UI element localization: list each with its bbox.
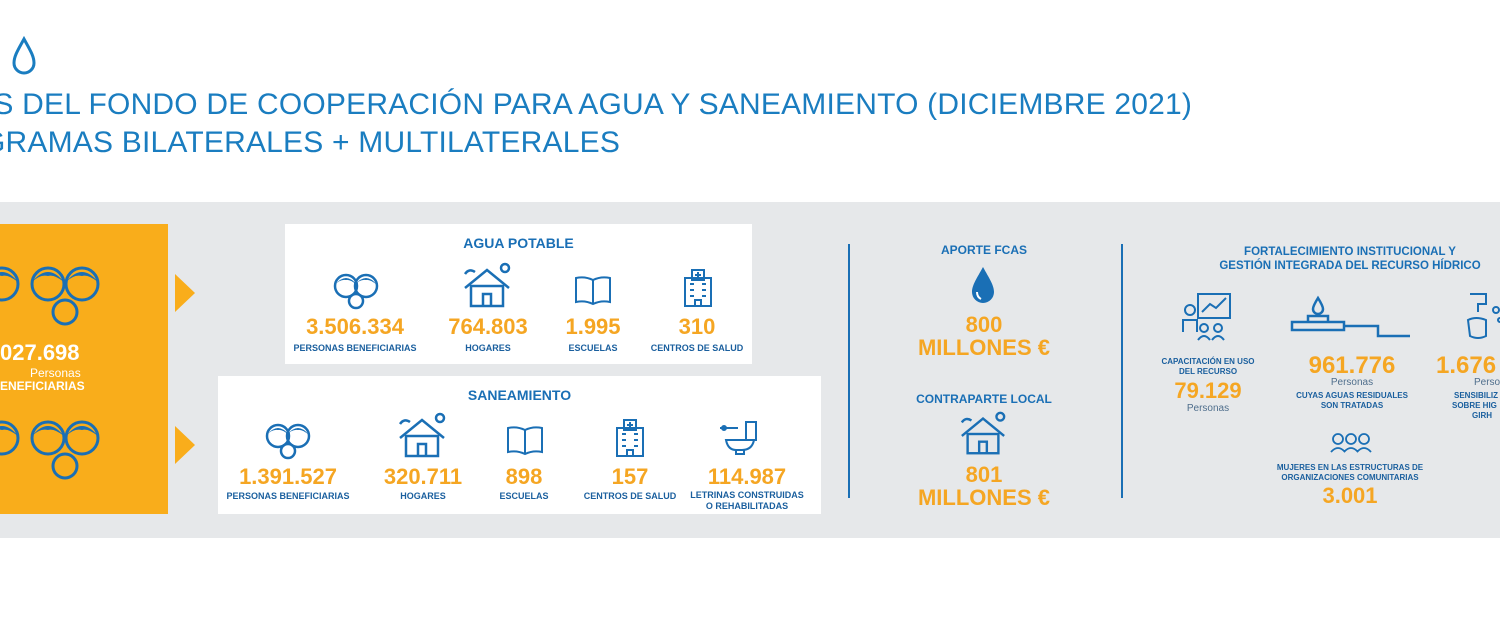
agua-potable-card: AGUA POTABLE 3.506.334 PERSONAS BENEFICI… [285,224,752,364]
total-beneficiaries-unit: Personas [30,366,81,380]
house-icon [398,412,446,458]
sensibilizacion-label: SENSIBILIZ [1454,391,1499,400]
handwashing-icon [1466,293,1500,339]
women-group-icon [1330,433,1372,453]
capacitacion-value: 79.129 [1174,378,1242,403]
divider [848,244,850,498]
people-group-icon [0,420,100,480]
contraparte-title: CONTRAPARTE LOCAL [916,392,1052,406]
mujeres-value: 3.001 [1322,483,1378,508]
capacitacion-unit: Personas [1186,403,1230,414]
house-icon [960,411,1006,455]
agua-centros-value: 310 [678,314,716,339]
agua-beneficiarios-label: PERSONAS BENEFICIARIAS [293,343,417,353]
water-drop-icon [12,36,36,75]
fortalecimiento-title: FORTALECIMIENTO INSTITUCIONAL Y [1244,246,1456,258]
agua-potable-title: AGUA POTABLE [463,235,574,251]
book-icon [575,276,611,306]
aporte-title: APORTE FCAS [940,243,1027,257]
capacitacion-label-2: DEL RECURSO [1178,367,1238,376]
hospital-icon [616,419,644,457]
total-beneficiaries-value: 027.698 [0,340,80,365]
sensibilizacion-unit: Perso [1474,377,1500,388]
san-letrinas-value: 114.987 [707,464,787,489]
people-group-icon [0,266,100,326]
agua-hogares-value: 764.803 [448,314,528,339]
sensibilizacion-value: 1.676 [1436,352,1497,379]
aguas-label-2: SON TRATADAS [1320,401,1384,410]
aporte-unit: MILLONES € [917,335,1050,360]
sensibilizacion-label-2: SOBRE HIG [1452,401,1497,410]
san-letrinas-label: LETRINAS CONSTRUIDAS [690,490,804,500]
page-subtitle: GRAMAS BILATERALES + MULTILATERALES [0,126,621,159]
agua-beneficiarios-value: 3.506.334 [306,314,404,339]
mujeres-label: MUJERES EN LAS ESTRUCTURAS DE [1276,463,1424,472]
toilet-icon [720,421,757,455]
water-drop-icon [972,267,994,303]
book-icon [507,426,543,456]
aporte-value: 800 [965,312,1003,337]
san-hogares-label: HOGARES [400,491,446,501]
contraparte-unit: MILLONES € [917,485,1050,510]
divider [1121,244,1123,498]
san-escuelas-value: 898 [505,464,543,489]
arrow-right-icon [175,274,195,312]
san-escuelas-label: ESCUELAS [499,491,549,501]
agua-escuelas-label: ESCUELAS [568,343,618,353]
fortalecimiento-title-2: GESTIÓN INTEGRADA DEL RECURSO HÍDRICO [1219,260,1481,272]
aguas-unit: Personas [1330,377,1374,388]
aguas-label: CUYAS AGUAS RESIDUALES [1296,391,1408,400]
sensibilizacion-label-3: GIRH [1472,411,1492,420]
agua-hogares-label: HOGARES [465,343,511,353]
san-beneficiarios-label: PERSONAS BENEFICIARIAS [226,491,350,501]
capacitacion-label: CAPACITACIÓN EN USO [1161,357,1255,366]
san-hogares-value: 320.711 [383,464,463,489]
san-letrinas-label-2: O REHABILITADAS [705,501,789,511]
house-icon [463,262,511,308]
people-icon [333,273,379,310]
people-icon [265,423,311,460]
water-treatment-icon [1290,295,1410,338]
page-title: CTOS DEL FONDO DE COOPERACIÓN PARA AGUA … [0,88,1193,121]
agua-centros-label: CENTROS DE SALUD [650,343,744,353]
total-beneficiaries-panel: 027.698 Personas ENEFICIARIAS [0,224,168,514]
total-beneficiaries-label: ENEFICIARIAS [0,379,85,393]
contraparte-value: 801 [965,462,1003,487]
san-beneficiarios-value: 1.391.527 [239,464,337,489]
san-centros-label: CENTROS DE SALUD [583,491,677,501]
agua-escuelas-value: 1.995 [565,314,621,339]
san-centros-value: 157 [611,464,649,489]
saneamiento-card: SANEAMIENTO 1.391.527 PERSONAS BENEFICIA… [218,376,821,514]
arrow-right-icon [175,426,195,464]
training-icon [1182,293,1231,341]
hospital-icon [684,269,712,307]
saneamiento-title: SANEAMIENTO [467,387,572,403]
aguas-value: 961.776 [1308,352,1396,379]
mujeres-label-2: ORGANIZACIONES COMUNITARIAS [1281,473,1419,482]
